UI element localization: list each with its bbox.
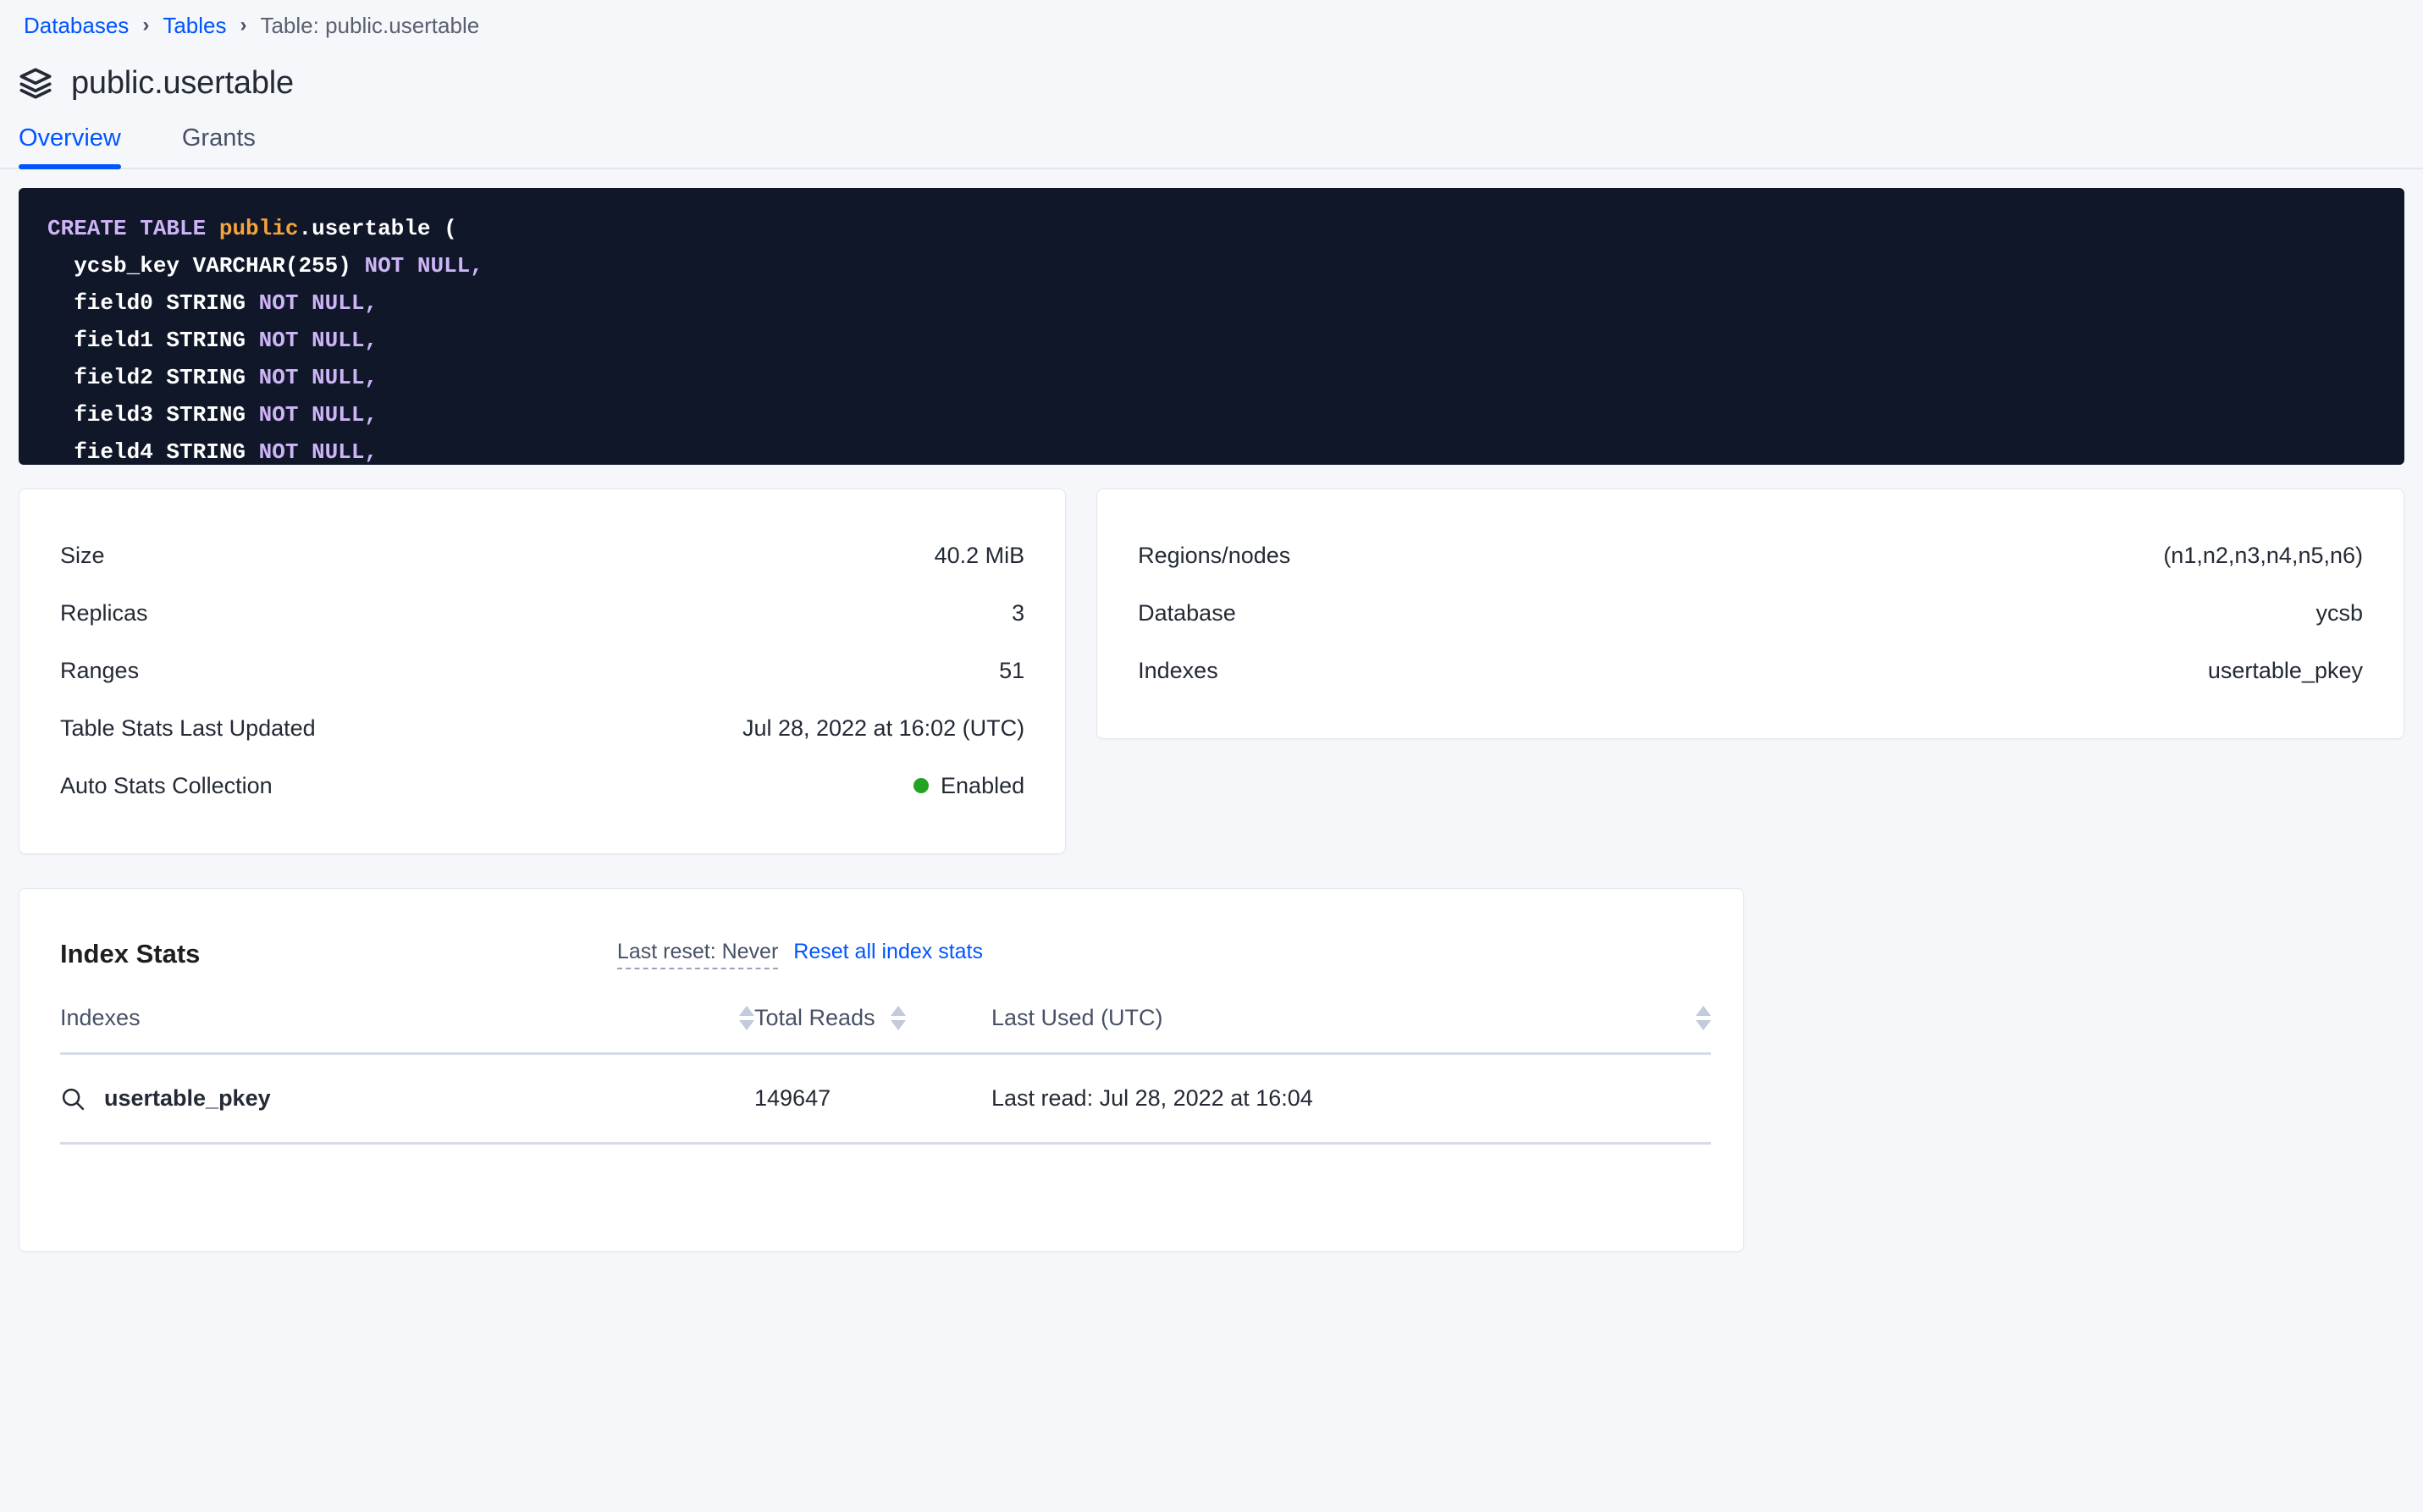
code-line: field0 STRING NOT NULL, (47, 290, 378, 316)
layers-icon (19, 66, 52, 100)
page-title: public.usertable (71, 64, 294, 101)
create-table-statement: CREATE TABLE public.usertable ( ycsb_key… (19, 188, 2404, 465)
table-metadata-card: Regions/nodes (n1,n2,n3,n4,n5,n6) Database… (1096, 488, 2404, 739)
code-line: ycsb_key VARCHAR(255) NOT NULL, (47, 253, 483, 279)
stats-cards-row: Size 40.2 MiB Replicas 3 Ranges 51 Table Stats… (19, 488, 2404, 854)
breadcrumb-item-databases[interactable]: Databases (24, 13, 130, 38)
sort-icon[interactable] (739, 1006, 754, 1030)
table-detail-label: Ranges (60, 657, 140, 683)
index-stats-header: Index Stats Last reset: Never Reset all … (60, 924, 1703, 984)
tab-bar: Overview Grants (0, 105, 2423, 169)
sort-icon[interactable] (1696, 1006, 1711, 1030)
table-metadata-label: Indexes (1138, 657, 1218, 683)
table-metadata-label: Database (1138, 599, 1236, 626)
column-header-last-used[interactable]: Last Used (UTC) (991, 1005, 1711, 1031)
table-detail-value: 51 (999, 657, 1025, 683)
table-detail-label: Table Stats Last Updated (60, 715, 316, 741)
code-line: field4 STRING NOT NULL, (47, 439, 378, 465)
search-icon (60, 1086, 86, 1112)
table-detail-value: Enabled (913, 773, 1024, 799)
table-detail-row: Replicas 3 (60, 584, 1024, 642)
breadcrumb-separator-icon: › (142, 14, 150, 36)
tab-overview[interactable]: Overview (19, 124, 121, 169)
table-detail-value: Jul 28, 2022 at 16:02 (UTC) (742, 715, 1025, 741)
column-header-indexes[interactable]: Indexes (60, 1005, 754, 1031)
index-name-cell: usertable_pkey (60, 1085, 754, 1112)
column-header-label: Total Reads (754, 1005, 875, 1030)
table-detail-label: Size (60, 542, 105, 568)
table-detail-row: Table Stats Last Updated Jul 28, 2022 at … (60, 699, 1024, 757)
breadcrumb-separator-icon: › (240, 14, 247, 36)
column-header-label: Last Used (UTC) (991, 1005, 1163, 1030)
table-detail-label: Auto Stats Collection (60, 772, 273, 798)
table-detail-row: Size 40.2 MiB (60, 527, 1024, 584)
table-detail-row: Ranges 51 (60, 642, 1024, 699)
table-detail-label: Replicas (60, 599, 148, 626)
table-detail-value: 40.2 MiB (934, 542, 1025, 568)
table-metadata-row: Regions/nodes (n1,n2,n3,n4,n5,n6) (1138, 527, 2363, 584)
code-line: field2 STRING NOT NULL, (47, 365, 378, 390)
breadcrumb-item-current: Table: public.usertable (260, 13, 480, 38)
index-stats-title: Index Stats (60, 939, 201, 968)
table-metadata-label: Regions/nodes (1138, 542, 1291, 568)
table-metadata-value: ycsb (2315, 599, 2363, 626)
column-header-total-reads[interactable]: Total Reads (754, 1005, 991, 1031)
index-stats-card: Index Stats Last reset: Never Reset all … (19, 888, 1744, 1252)
total-reads-cell: 149647 (754, 1085, 991, 1112)
table-detail-row: Auto Stats Collection Enabled (60, 757, 1024, 814)
column-header-label: Indexes (60, 1005, 141, 1030)
table-detail-value: 3 (1012, 599, 1025, 626)
reset-all-index-stats-link[interactable]: Reset all index stats (793, 939, 983, 963)
table-metadata-row: Indexes usertable_pkey (1138, 642, 2363, 699)
page-header: public.usertable (0, 39, 2423, 105)
table-details-card: Size 40.2 MiB Replicas 3 Ranges 51 Table Stats… (19, 488, 1067, 854)
index-stats-actions: Last reset: Never Reset all index stats (616, 939, 1703, 969)
index-name-link[interactable]: usertable_pkey (104, 1085, 271, 1111)
table-metadata-value: (n1,n2,n3,n4,n5,n6) (2163, 542, 2363, 568)
index-stats-table: Indexes Total Reads Last Used (UTC) (60, 984, 1711, 1145)
code-line: CREATE TABLE public.usertable ( (47, 216, 457, 241)
tab-grants[interactable]: Grants (181, 124, 256, 152)
breadcrumb: Databases › Tables › Table: public.usert… (0, 0, 2423, 39)
breadcrumb-item-tables[interactable]: Tables (163, 13, 227, 38)
total-reads-value: 149647 (754, 1085, 831, 1111)
last-used-cell: Last read: Jul 28, 2022 at 16:04 (991, 1085, 1711, 1112)
table-row[interactable]: usertable_pkey 149647 Last read: Jul 28,… (60, 1055, 1711, 1145)
table-header-row: Indexes Total Reads Last Used (UTC) (60, 984, 1711, 1055)
last-used-value: Last read: Jul 28, 2022 at 16:04 (991, 1085, 1313, 1111)
table-metadata-row: Database ycsb (1138, 584, 2363, 642)
code-line: field3 STRING NOT NULL, (47, 402, 378, 428)
sort-icon[interactable] (890, 1006, 906, 1030)
status-dot-icon (913, 778, 930, 793)
code-line: field1 STRING NOT NULL, (47, 328, 378, 353)
last-reset-label: Last reset: Never (616, 940, 779, 969)
table-metadata-value: usertable_pkey (2207, 657, 2363, 683)
